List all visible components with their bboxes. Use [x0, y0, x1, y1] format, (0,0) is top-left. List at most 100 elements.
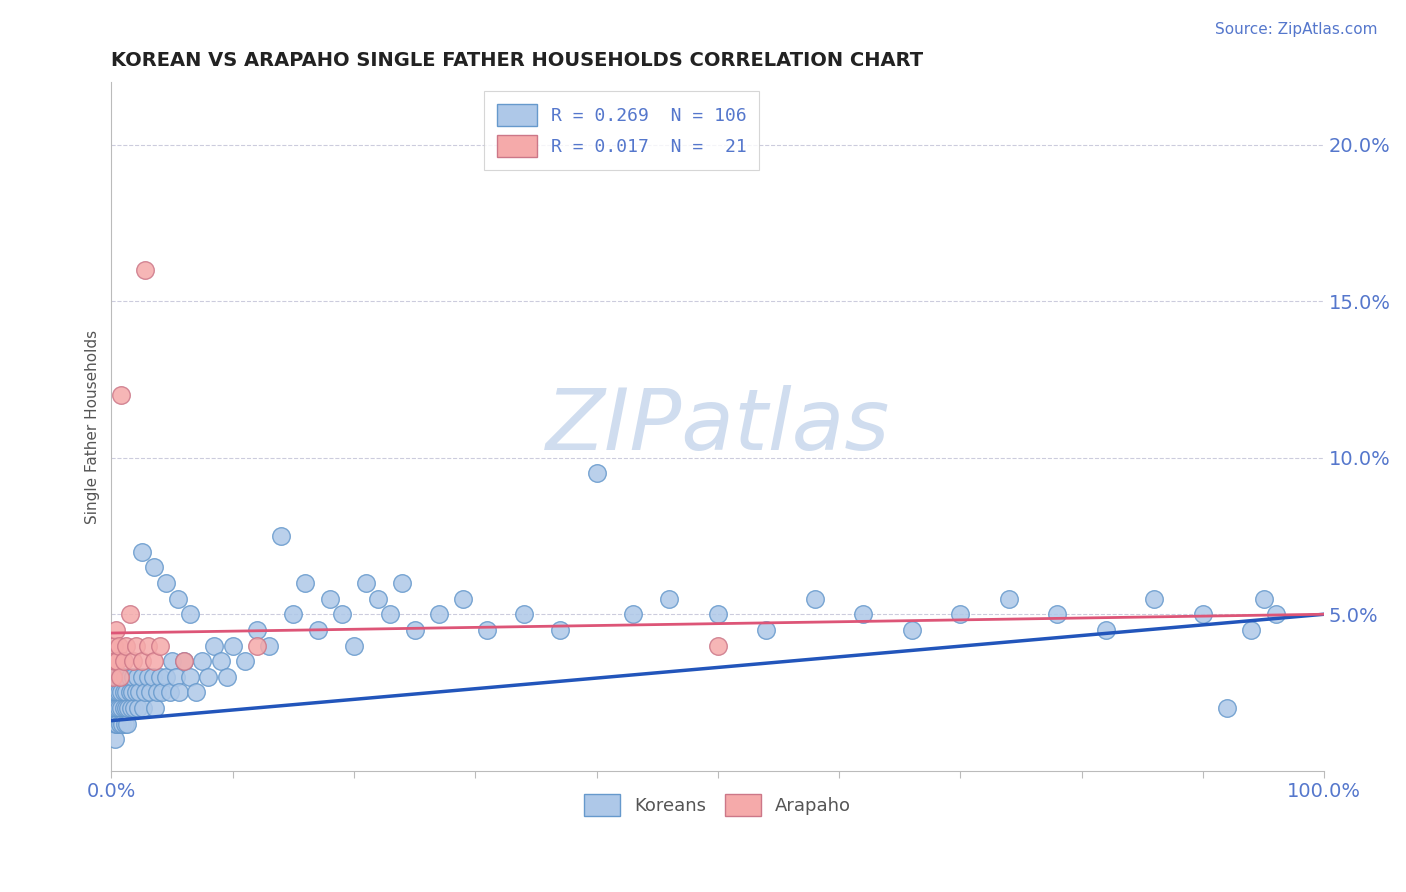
Point — [149, 639, 172, 653]
Point — [115, 716, 138, 731]
Point — [804, 591, 827, 606]
Point — [134, 263, 156, 277]
Point — [1216, 701, 1239, 715]
Point — [343, 639, 366, 653]
Point — [427, 607, 450, 622]
Point — [105, 623, 128, 637]
Point — [107, 701, 129, 715]
Point — [122, 670, 145, 684]
Point — [143, 701, 166, 715]
Point — [127, 701, 149, 715]
Point — [107, 654, 129, 668]
Point — [114, 716, 136, 731]
Point — [105, 716, 128, 731]
Point — [391, 576, 413, 591]
Point — [107, 670, 129, 684]
Point — [142, 560, 165, 574]
Point — [159, 685, 181, 699]
Point — [124, 701, 146, 715]
Point — [107, 639, 129, 653]
Point — [755, 623, 778, 637]
Point — [122, 654, 145, 668]
Text: KOREAN VS ARAPAHO SINGLE FATHER HOUSEHOLDS CORRELATION CHART: KOREAN VS ARAPAHO SINGLE FATHER HOUSEHOL… — [111, 51, 924, 70]
Point — [114, 670, 136, 684]
Point — [128, 685, 150, 699]
Point — [233, 654, 256, 668]
Point — [1046, 607, 1069, 622]
Point — [149, 670, 172, 684]
Point — [104, 701, 127, 715]
Point — [131, 654, 153, 668]
Point — [1253, 591, 1275, 606]
Point — [294, 576, 316, 591]
Point — [112, 701, 135, 715]
Point — [107, 701, 129, 715]
Point — [155, 576, 177, 591]
Point — [173, 654, 195, 668]
Point — [367, 591, 389, 606]
Point — [111, 670, 134, 684]
Point — [155, 670, 177, 684]
Point — [380, 607, 402, 622]
Point — [107, 685, 129, 699]
Point — [131, 544, 153, 558]
Point — [179, 607, 201, 622]
Point — [283, 607, 305, 622]
Point — [707, 639, 730, 653]
Point — [621, 607, 644, 622]
Point — [112, 685, 135, 699]
Point — [112, 654, 135, 668]
Point — [167, 591, 190, 606]
Point — [121, 685, 143, 699]
Point — [125, 670, 148, 684]
Point — [160, 654, 183, 668]
Point — [307, 623, 329, 637]
Point — [136, 670, 159, 684]
Point — [124, 685, 146, 699]
Point — [115, 639, 138, 653]
Point — [1264, 607, 1286, 622]
Point — [150, 685, 173, 699]
Point — [165, 670, 187, 684]
Point — [257, 639, 280, 653]
Point — [107, 716, 129, 731]
Point — [108, 670, 131, 684]
Point — [707, 607, 730, 622]
Point — [451, 591, 474, 606]
Point — [131, 670, 153, 684]
Point — [108, 670, 131, 684]
Point — [191, 654, 214, 668]
Point — [110, 685, 132, 699]
Legend: Koreans, Arapaho: Koreans, Arapaho — [576, 787, 859, 823]
Point — [1095, 623, 1118, 637]
Point — [901, 623, 924, 637]
Point — [115, 685, 138, 699]
Point — [105, 670, 128, 684]
Point — [404, 623, 426, 637]
Point — [110, 701, 132, 715]
Point — [124, 639, 146, 653]
Point — [118, 685, 141, 699]
Point — [197, 670, 219, 684]
Point — [103, 685, 125, 699]
Point — [173, 654, 195, 668]
Point — [103, 716, 125, 731]
Point — [221, 639, 243, 653]
Point — [477, 623, 499, 637]
Point — [139, 685, 162, 699]
Point — [134, 685, 156, 699]
Point — [146, 685, 169, 699]
Point — [1240, 623, 1263, 637]
Point — [215, 670, 238, 684]
Point — [169, 685, 191, 699]
Point — [179, 670, 201, 684]
Point — [330, 607, 353, 622]
Point — [585, 467, 607, 481]
Point — [104, 654, 127, 668]
Point — [949, 607, 972, 622]
Text: ZIPatlas: ZIPatlas — [546, 385, 890, 468]
Point — [658, 591, 681, 606]
Point — [209, 654, 232, 668]
Point — [1143, 591, 1166, 606]
Point — [118, 607, 141, 622]
